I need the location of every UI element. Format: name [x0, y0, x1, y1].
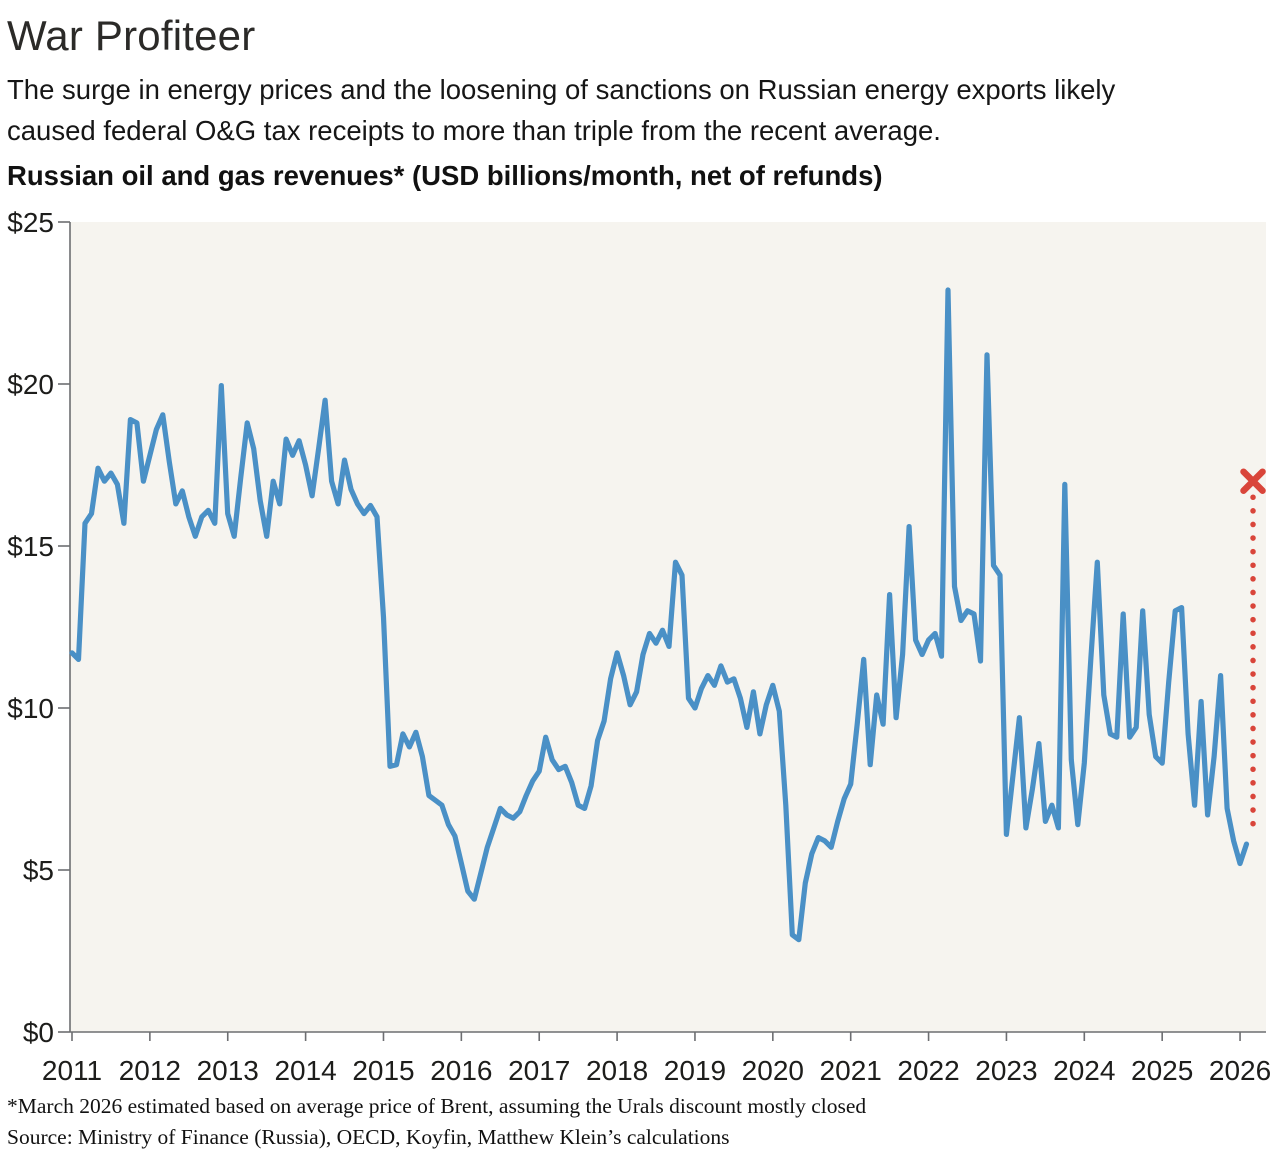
x-tick-label: 2015 — [352, 1055, 414, 1086]
x-tick-label: 2014 — [274, 1055, 336, 1086]
chart-series-heading: Russian oil and gas revenues* (USD billi… — [7, 160, 883, 191]
x-tick-label: 2020 — [742, 1055, 804, 1086]
x-tick-label: 2013 — [197, 1055, 259, 1086]
subtitle-line-1: The surge in energy prices and the loose… — [7, 74, 1116, 105]
x-tick-label: 2016 — [430, 1055, 492, 1086]
page-title: War Profiteer — [7, 12, 256, 59]
x-tick-label: 2012 — [119, 1055, 181, 1086]
x-tick-label: 2011 — [42, 1055, 102, 1086]
x-tick-label: 2026 — [1209, 1055, 1271, 1086]
source-line: Source: Ministry of Finance (Russia), OE… — [7, 1125, 730, 1149]
x-tick-label: 2023 — [975, 1055, 1037, 1086]
y-tick-label: $5 — [23, 855, 54, 886]
x-tick-label: 2022 — [897, 1055, 959, 1086]
subtitle-line-2: caused federal O&G tax receipts to more … — [7, 115, 941, 146]
footnote: *March 2026 estimated based on average p… — [7, 1094, 867, 1118]
x-tick-label: 2025 — [1131, 1055, 1193, 1086]
y-tick-label: $0 — [23, 1017, 54, 1048]
y-tick-label: $25 — [7, 207, 54, 238]
x-tick-label: 2021 — [820, 1055, 882, 1086]
revenue-line — [69, 287, 1250, 943]
x-tick-label: 2017 — [508, 1055, 570, 1086]
x-tick-label: 2024 — [1053, 1055, 1115, 1086]
x-tick-label: 2019 — [664, 1055, 726, 1086]
y-tick-label: $10 — [7, 693, 54, 724]
estimate-x-marker — [1240, 468, 1266, 494]
y-tick-label: $15 — [7, 531, 54, 562]
x-tick-label: 2018 — [586, 1055, 648, 1086]
y-tick-label: $20 — [7, 369, 54, 400]
